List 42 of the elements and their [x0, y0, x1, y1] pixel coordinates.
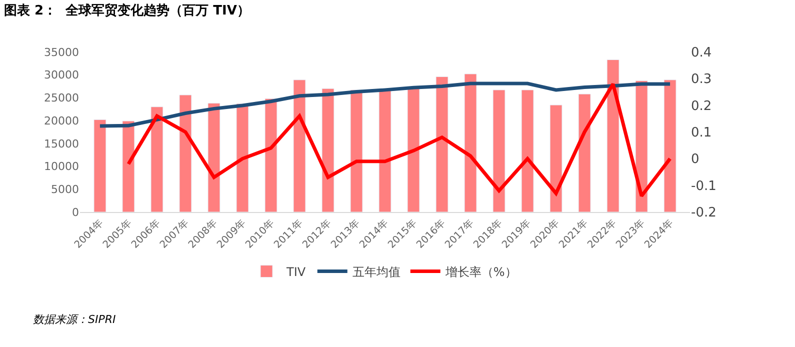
- chart-title: 图表 2： 全球军贸变化趋势（百万 TIV）: [4, 2, 250, 18]
- bar: [350, 90, 363, 212]
- legend-label: 五年均值: [352, 264, 400, 279]
- source-note: 数据来源：SIPRI: [33, 313, 116, 326]
- y2-tick-label: 0.4: [691, 46, 712, 61]
- y2-tick-label: -0.2: [691, 206, 716, 221]
- bar: [179, 94, 192, 212]
- bar: [293, 80, 306, 212]
- bar: [378, 90, 392, 212]
- bar: [578, 94, 591, 212]
- bar: [664, 80, 676, 212]
- bar: [94, 119, 106, 212]
- bar: [122, 120, 135, 212]
- bar: [521, 90, 534, 212]
- line-series: [126, 82, 672, 198]
- y2-tick-label: -0.1: [691, 178, 716, 194]
- bar: [236, 103, 249, 212]
- y2-tick-label: 0.3: [691, 72, 712, 88]
- legend-label: 增长率（%）: [444, 264, 517, 279]
- y-tick-label: 20000: [44, 114, 79, 128]
- bar: [464, 74, 477, 212]
- y-tick-label: 30000: [44, 68, 79, 82]
- bar: [322, 88, 334, 212]
- y-tick-label: 25000: [44, 92, 79, 105]
- y-tick-label: 0: [72, 206, 79, 219]
- legend-label: TIV: [286, 264, 306, 279]
- bar: [150, 106, 164, 212]
- y-tick-label: 35000: [44, 46, 79, 59]
- y-tick-label: 10000: [44, 160, 79, 174]
- y2-tick-label: 0.1: [691, 126, 712, 141]
- line-series: [98, 82, 672, 128]
- bar: [264, 98, 278, 212]
- bar: [208, 102, 220, 212]
- bar: [436, 76, 448, 212]
- bar: [550, 104, 562, 212]
- bar: [635, 80, 648, 212]
- y-tick-label: 15000: [44, 137, 79, 150]
- bar: [606, 60, 620, 212]
- y-tick-label: 5000: [51, 182, 79, 196]
- y2-tick-label: 0: [691, 152, 700, 168]
- bar: [492, 90, 506, 212]
- y2-tick-label: 0.2: [691, 98, 712, 114]
